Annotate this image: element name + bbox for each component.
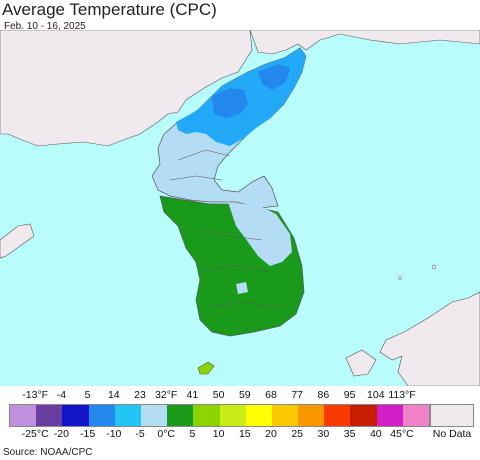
fahrenheit-tick: -13°F — [22, 389, 49, 401]
south-korea-cool-zone — [228, 202, 292, 266]
china-landmass — [0, 30, 253, 147]
fahrenheit-tick: 23 — [134, 389, 146, 401]
south-korea-inland-patch — [236, 282, 248, 294]
color-legend: No Data -13°F -4 5 14 23 32°F 41 50 59 68 77 86 95 10… — [0, 386, 480, 446]
north-korea-coldest-zone — [212, 88, 248, 118]
legend-swatch — [350, 405, 377, 426]
celsius-tick: 45°C — [390, 428, 414, 440]
map-title: Average Temperature (CPC) — [2, 0, 217, 19]
fahrenheit-tick: 68 — [265, 389, 277, 401]
celsius-tick: -25°C — [21, 428, 49, 440]
legend-swatch — [114, 405, 141, 426]
celsius-tick: -20 — [53, 428, 69, 440]
fahrenheit-tick: 59 — [238, 389, 251, 401]
celsius-tick: 40 — [369, 428, 382, 440]
jeju-island — [197, 361, 215, 375]
legend-swatch — [219, 405, 246, 426]
fahrenheit-tick: 50 — [212, 389, 225, 401]
legend-swatch — [140, 405, 168, 426]
legend-swatch — [245, 405, 272, 426]
celsius-tick: 15 — [238, 428, 251, 440]
color-scale — [9, 404, 430, 427]
celsius-tick: -15 — [80, 428, 96, 440]
fahrenheit-tick: -4 — [56, 389, 67, 401]
fahrenheit-tick: 14 — [107, 389, 120, 401]
japan-landmass — [379, 291, 480, 386]
date-range: Feb. 10 - 16, 2025 — [4, 21, 86, 32]
celsius-tick: 20 — [265, 428, 277, 440]
province-borders — [169, 149, 281, 309]
celsius-tick: -5 — [135, 428, 145, 440]
celsius-tick: 35 — [343, 428, 356, 440]
fahrenheit-tick: 113°F — [388, 389, 416, 401]
fahrenheit-tick: 32°F — [155, 389, 178, 401]
nodata-swatch — [430, 404, 474, 427]
celsius-tick: -10 — [106, 428, 122, 440]
china-coast-lower — [0, 223, 35, 259]
east-sea-islet — [398, 276, 402, 280]
fahrenheit-tick: 5 — [84, 389, 91, 401]
legend-swatch — [88, 405, 115, 426]
celsius-tick: 25 — [291, 428, 304, 440]
legend-swatch — [298, 405, 325, 426]
east-sea-island — [431, 264, 437, 270]
nodata-label: No Data — [432, 428, 472, 440]
north-korea-northeast-zone — [258, 64, 290, 90]
fahrenheit-tick: 104 — [367, 389, 385, 401]
japan-island — [345, 349, 377, 377]
celsius-tick: 0°C — [157, 428, 175, 440]
legend-swatch — [376, 405, 403, 426]
fahrenheit-tick: 86 — [317, 389, 330, 401]
celsius-tick: 30 — [317, 428, 330, 440]
fahrenheit-tick: 41 — [186, 389, 199, 401]
legend-swatch — [402, 405, 429, 426]
legend-swatch — [324, 405, 351, 426]
source-credit: Source: NOAA/CPC — [3, 447, 93, 458]
fahrenheit-tick: 95 — [343, 389, 356, 401]
fahrenheit-tick: 77 — [291, 389, 304, 401]
celsius-tick: 10 — [212, 428, 225, 440]
legend-swatch — [10, 405, 37, 426]
legend-swatch — [271, 405, 299, 426]
legend-swatch — [167, 405, 194, 426]
celsius-tick: 5 — [189, 428, 196, 440]
russia-landmass — [249, 30, 480, 55]
legend-swatch — [193, 405, 220, 426]
temperature-map — [0, 30, 480, 386]
legend-swatch — [36, 405, 63, 426]
legend-swatch — [62, 405, 89, 426]
